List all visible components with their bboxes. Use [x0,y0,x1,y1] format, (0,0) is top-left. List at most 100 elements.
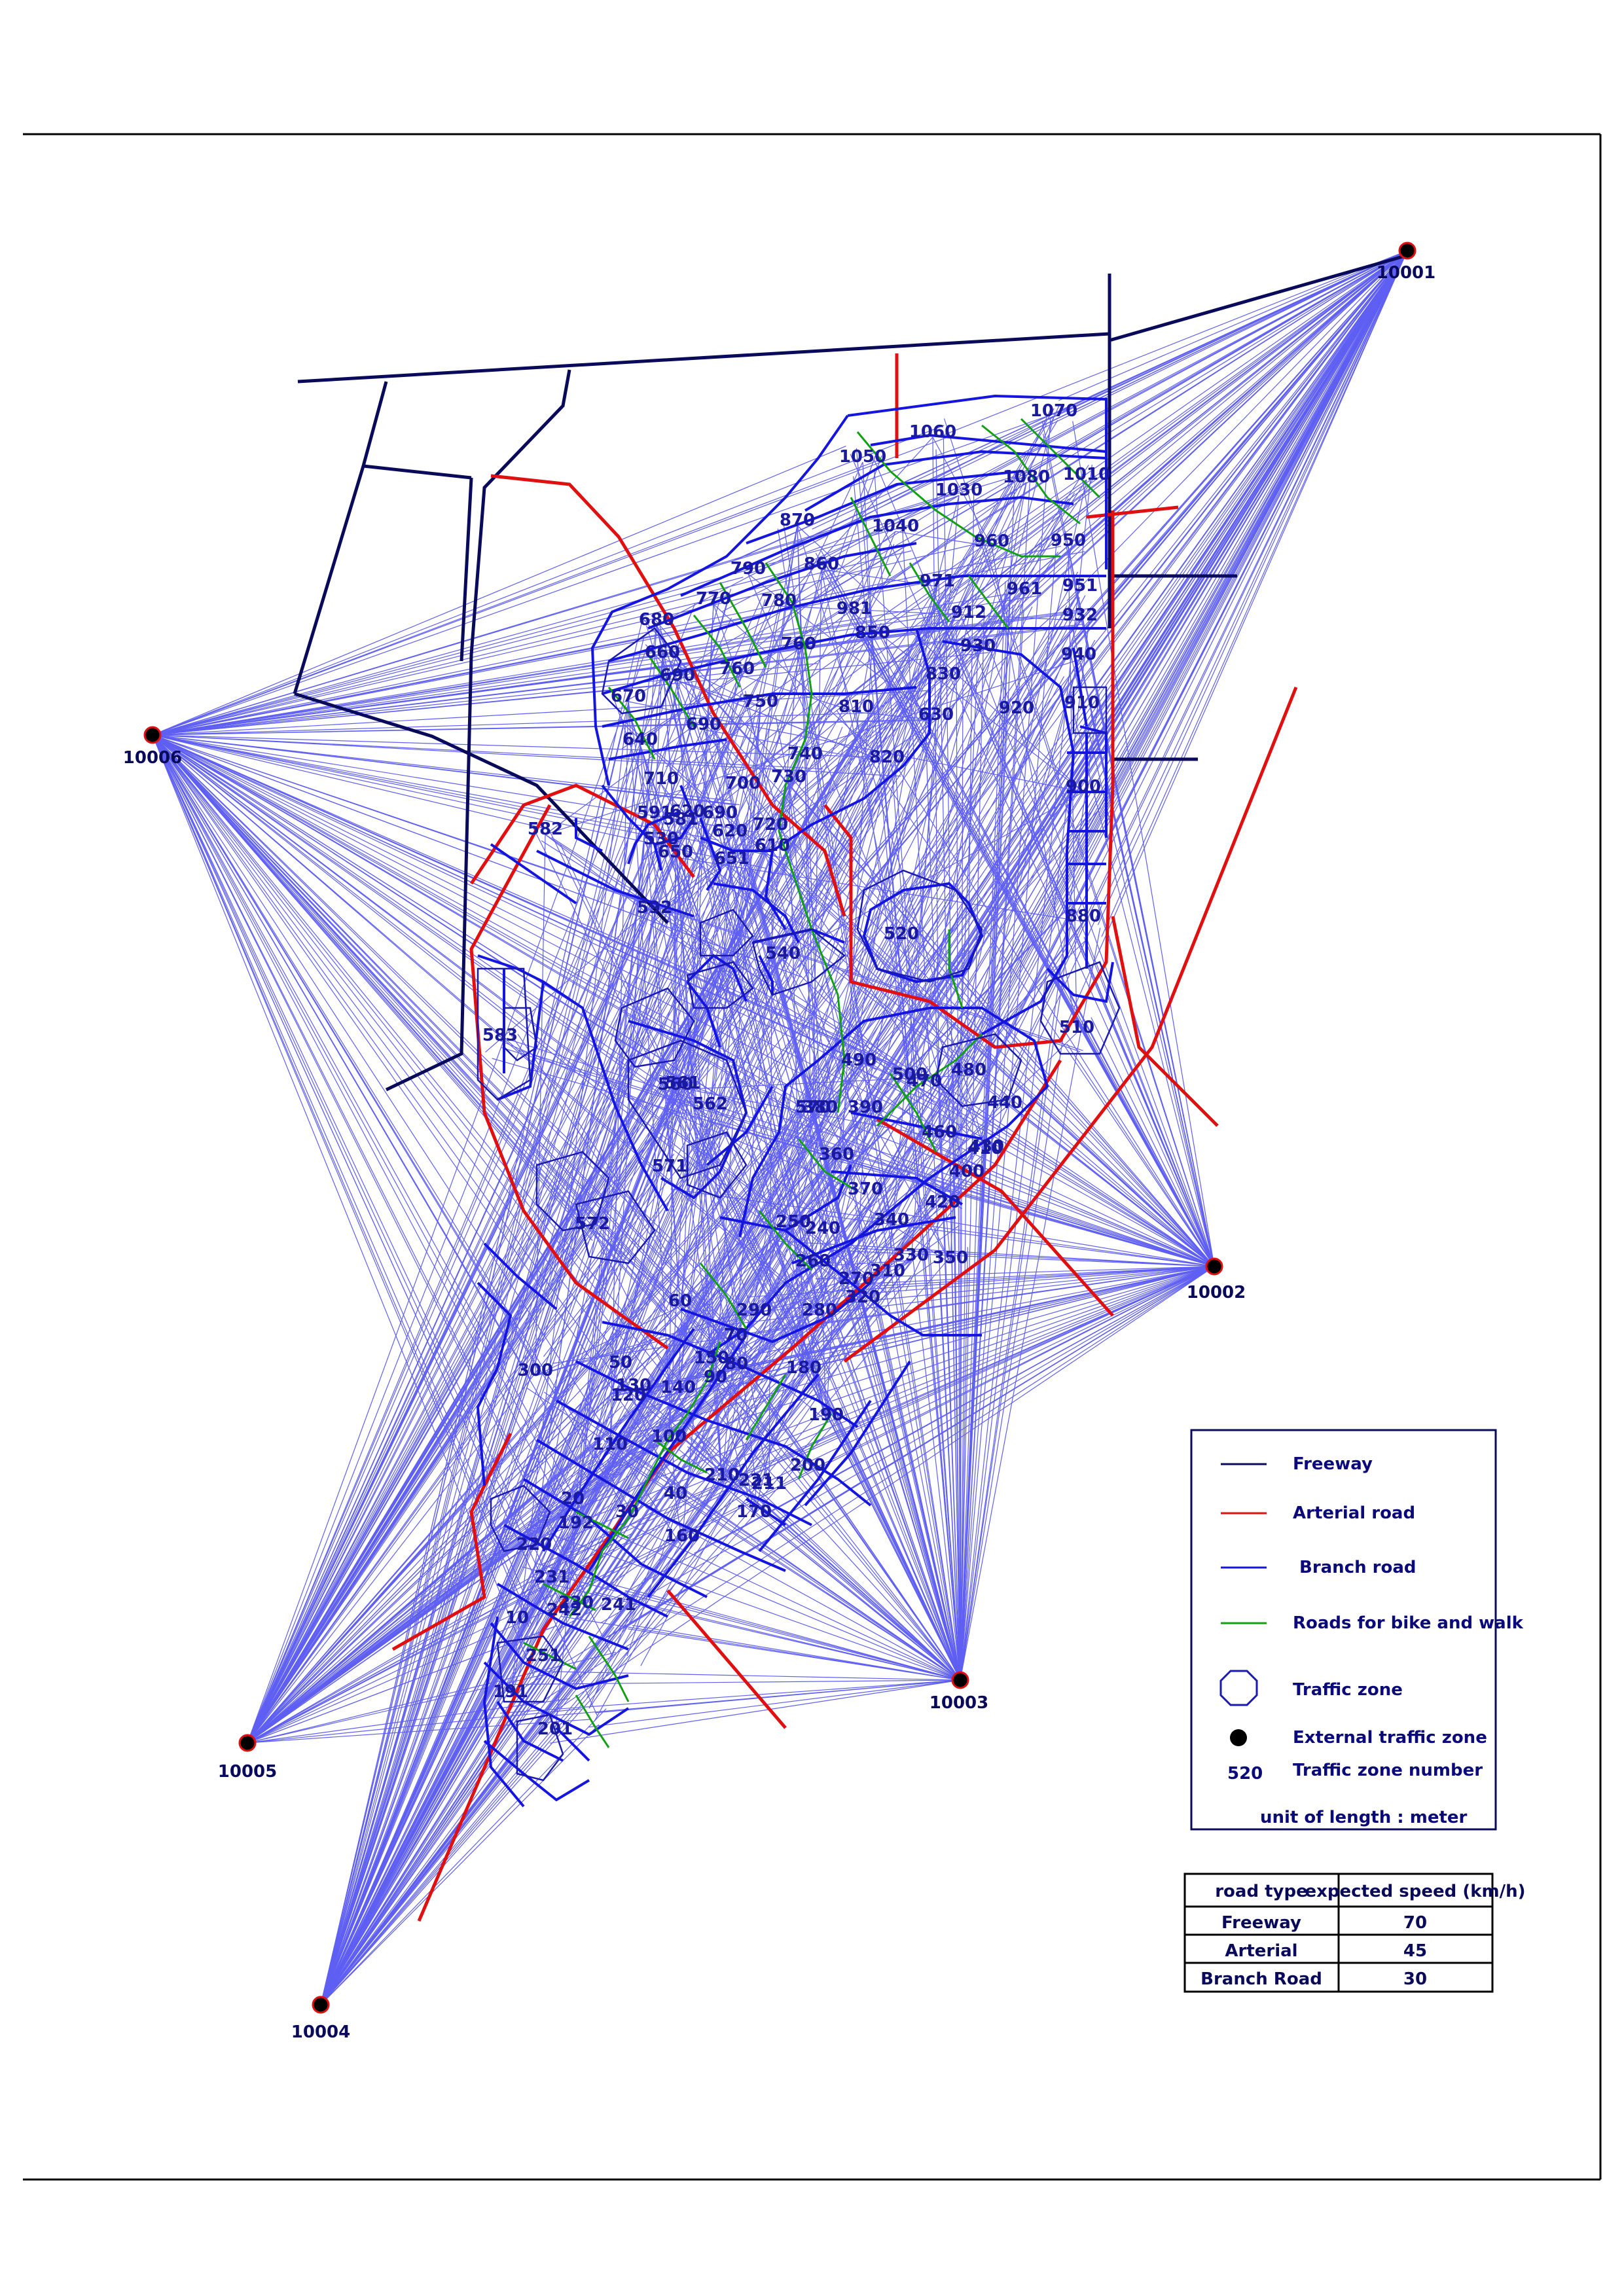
desire-line [677,659,1079,1393]
desire-line [247,823,738,1744]
desire-line [247,1225,960,1744]
desire-line [247,465,1089,1744]
desire-line [152,734,579,1519]
traffic-zone-number: 520 [884,924,919,944]
desire-line [152,734,571,1522]
desire-line [545,659,1079,835]
desire-line [931,1149,1215,1267]
desire-line [152,734,823,770]
traffic-zone-number: 680 [639,610,674,630]
desire-line [152,734,614,1659]
desire-line [968,921,1084,1076]
traffic-zone-number: 270 [839,1269,874,1289]
desire-line [858,1065,951,1264]
traffic-zone-number: 860 [804,554,839,574]
desire-line [821,569,938,587]
desire-line [742,788,892,1226]
desire-line [654,651,979,914]
desire-line [694,1266,1215,1554]
desire-line [665,250,1408,768]
external-zone-marker [312,1996,330,2014]
desire-line [247,1708,582,1744]
desire-line [152,734,731,1103]
desire-line [152,734,732,802]
desire-line [1064,530,1215,1267]
traffic-zone-number: 790 [731,559,766,579]
desire-line [247,908,1068,1744]
desire-line [152,734,867,1275]
traffic-zone-number: 940 [1061,645,1096,664]
desire-line [975,250,1408,514]
traffic-zone-number: 440 [987,1093,1022,1113]
traffic-zone-number: 690 [686,715,721,734]
desire-line [320,808,721,2005]
desire-line [624,250,1408,703]
desire-line [960,480,975,1681]
desire-line [755,1086,925,1486]
desire-line [938,250,1408,1125]
desire-line [560,1266,1215,1598]
desire-line [929,250,1408,1083]
external-zone-marker [1398,242,1416,260]
traffic-zone-number: 360 [819,1145,854,1164]
speed-table-row-type: Arterial [1225,1941,1297,1961]
desire-line [575,1112,866,1529]
traffic-zone-number: 651 [714,849,749,869]
desire-line [247,1428,842,1744]
desire-line [867,1266,1215,1294]
desire-line [766,250,1408,978]
desire-line [1072,421,1215,1267]
desire-line [152,608,1089,736]
desire-line [508,1679,961,1685]
speed-table-row-type: Branch Road [1200,1969,1322,1989]
traffic-zone-number: 510 [1059,1018,1094,1037]
external-zone-label: 10002 [1187,1283,1246,1302]
desire-line [535,1266,1215,1541]
desire-line [533,1503,573,1551]
traffic-zone-number: 190 [808,1405,844,1425]
traffic-zone-number: 430 [969,1137,1004,1157]
desire-line [152,734,634,1376]
desire-line [152,734,674,1310]
desire-line [656,624,771,831]
desire-line [152,734,700,1092]
desire-line [708,726,1215,1267]
desire-line [960,532,1058,1681]
desire-line [871,1266,1215,1284]
desire-line [247,717,742,1744]
desire-line [874,250,1408,1073]
external-zone-marker [238,1734,257,1752]
legend-bike-label: Roads for bike and walk [1293,1613,1524,1633]
desire-line [247,1310,817,1744]
desire-line [564,1485,757,1616]
desire-line [679,863,732,1307]
desire-line [320,1084,688,2005]
desire-line [856,448,961,1681]
desire-line [677,525,798,1393]
desire-line [960,1185,978,1681]
desire-line [675,1075,969,1090]
desire-line [744,1266,1215,1384]
desire-line [921,1076,1215,1267]
traffic-zone-number: 951 [1062,576,1098,596]
traffic-zone-number: 1030 [935,480,983,500]
desire-line [797,525,987,1153]
desire-line [247,600,952,1744]
desire-line [247,1625,557,1744]
traffic-zone-number: 583 [482,1026,518,1045]
desire-line [152,734,932,1083]
desire-line [863,605,1215,1267]
desire-line [545,834,911,1081]
map-legend: Freeway Arterial road Branch road Roads … [1190,1429,1524,1831]
traffic-zone-number: 320 [845,1287,880,1307]
desire-line [675,461,863,858]
desire-line [152,734,684,1107]
desire-line [960,1036,1064,1681]
desire-line [713,603,738,675]
desire-line [152,407,1072,736]
desire-line [541,1266,1215,1565]
desire-line [533,594,1025,1551]
desire-line [795,250,1408,611]
desire-line [662,657,712,1364]
